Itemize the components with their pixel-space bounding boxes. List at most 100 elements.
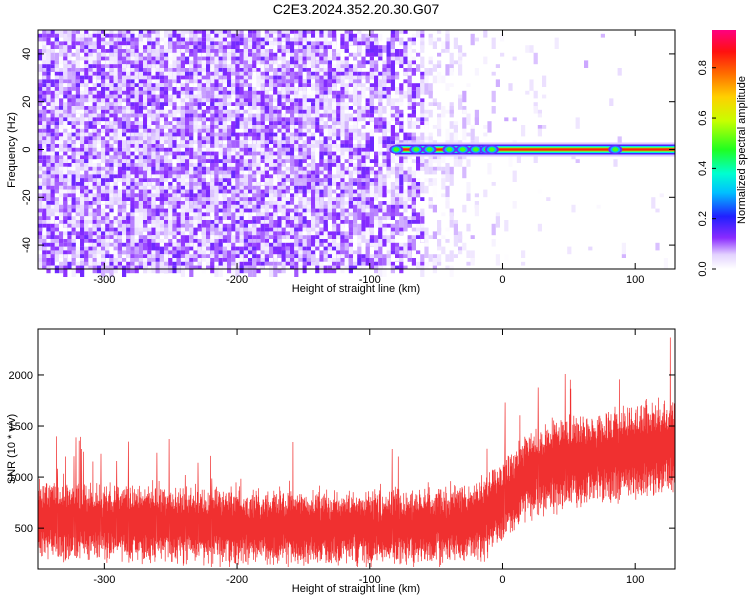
heatmap-cell [231, 94, 236, 103]
heatmap-cell [374, 37, 379, 46]
heatmap-cell [67, 242, 72, 247]
heatmap-cell [155, 170, 160, 175]
heatmap-cell [80, 258, 85, 262]
heatmap-cell [63, 71, 68, 76]
heatmap-cell [117, 94, 122, 99]
heatmap-cell [193, 140, 198, 144]
heatmap-cell [319, 254, 324, 262]
heatmap-cell [180, 30, 185, 34]
heatmap-cell [155, 208, 160, 217]
heatmap-cell [252, 216, 257, 220]
heatmap-cell [105, 239, 110, 243]
heatmap-cell [143, 155, 148, 160]
heatmap-cell [122, 174, 127, 179]
heatmap-cell [441, 170, 446, 175]
heatmap-cell [71, 231, 76, 236]
heatmap-cell [403, 159, 408, 163]
heatmap-cell [105, 204, 110, 209]
heatmap-cell [311, 197, 316, 209]
heatmap-cell [294, 185, 299, 190]
heatmap-cell [315, 121, 320, 125]
heatmap-cell [294, 235, 299, 239]
heatmap-cell [424, 83, 429, 95]
heatmap-cell [105, 113, 110, 118]
heatmap-cell [201, 163, 206, 167]
heatmap-cell [134, 193, 139, 198]
heatmap-cell [42, 68, 47, 72]
heatmap-cell [327, 71, 332, 80]
heatmap-cell [63, 258, 68, 270]
heatmap-cell [285, 117, 290, 122]
heatmap-cell [428, 37, 433, 46]
heatmap-cell [327, 197, 332, 205]
heatmap-cell [109, 79, 114, 84]
heatmap-cell [353, 87, 358, 95]
heatmap-cell [311, 140, 316, 144]
heatmap-cell [374, 258, 379, 262]
heatmap-cell [134, 159, 139, 163]
heatmap-cell [101, 155, 106, 167]
heatmap-cell [206, 136, 211, 141]
heatmap-cell [323, 125, 328, 129]
heatmap-cell [453, 223, 458, 236]
heatmap-cell [180, 204, 185, 209]
heatmap-cell [348, 106, 353, 110]
heatmap-cell [239, 68, 244, 72]
heatmap-cell [117, 258, 122, 262]
heatmap-cell [172, 155, 177, 160]
heatmap-cell [294, 261, 299, 266]
heatmap-cell [50, 201, 55, 205]
heatmap-cell [210, 204, 215, 217]
heatmap-cell [122, 90, 127, 95]
heatmap-cell [122, 159, 127, 163]
heatmap-cell [67, 121, 72, 125]
heatmap-cell [147, 197, 152, 201]
heatmap-cell [67, 132, 72, 137]
heatmap-cell [210, 227, 215, 232]
heatmap-cell [50, 235, 55, 239]
heatmap-cell [197, 113, 202, 122]
heatmap-cell [441, 246, 446, 255]
heatmap-cell [38, 83, 43, 87]
heatmap-cell [378, 144, 383, 156]
heatmap-cell [311, 208, 316, 213]
heatmap-cell [105, 223, 110, 228]
heatmap-cell [147, 242, 152, 247]
heatmap-cell [38, 201, 43, 213]
heatmap-cell [327, 144, 332, 156]
heatmap-cell [407, 121, 412, 129]
heatmap-cell [38, 151, 43, 156]
heatmap-cell [382, 163, 387, 167]
heatmap-cell [218, 117, 223, 122]
heatmap-cell [96, 37, 101, 42]
heatmap-cell [59, 132, 64, 137]
heatmap-cell [252, 265, 257, 277]
heatmap-cell [172, 94, 177, 106]
heatmap-cell [428, 83, 433, 95]
heatmap-cell [235, 125, 240, 129]
heatmap-cell [399, 197, 404, 209]
heatmap-cell [46, 41, 51, 46]
heatmap-cell [386, 79, 391, 84]
heatmap-cell [71, 45, 76, 49]
heatmap-cell [323, 144, 328, 148]
heatmap-cell [306, 33, 311, 42]
heatmap-cell [59, 235, 64, 239]
heatmap-cell [294, 75, 299, 80]
heatmap-cell [273, 159, 278, 163]
heatmap-cell [432, 98, 437, 103]
heatmap-cell [138, 113, 143, 118]
heatmap-cell [348, 185, 353, 198]
heatmap-cell [109, 242, 114, 247]
heatmap-cell [365, 208, 370, 213]
heatmap-cell [399, 216, 404, 228]
heatmap-cell [239, 204, 244, 209]
heatmap-cell [92, 254, 97, 258]
heatmap-cell [432, 159, 437, 163]
heatmap-cell [306, 189, 311, 194]
heatmap-cell [59, 109, 64, 114]
heatmap-cell [67, 216, 72, 220]
heatmap-cell [374, 242, 379, 251]
heatmap-cell [441, 235, 446, 239]
heatmap-cell [218, 265, 223, 277]
